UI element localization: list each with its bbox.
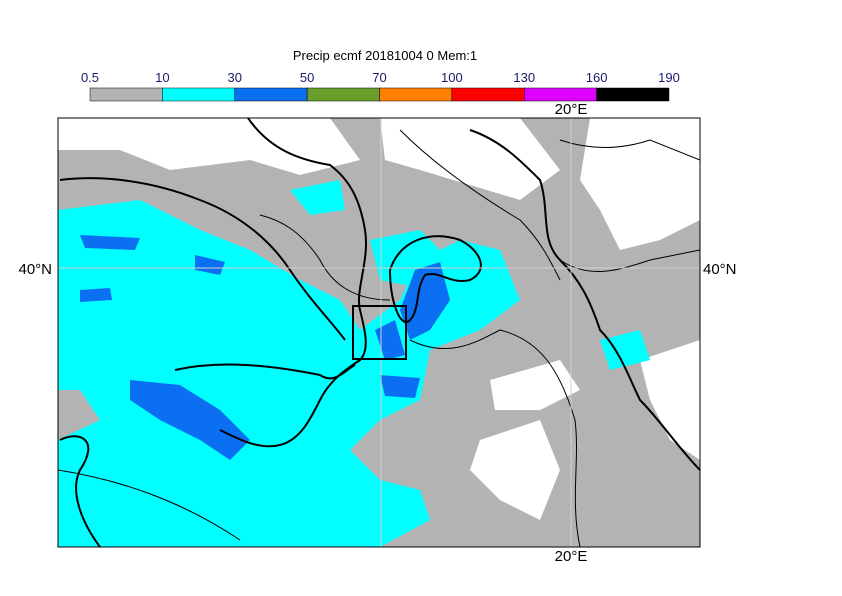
lat-label-left: 40°N <box>18 261 52 278</box>
colorbar-swatch <box>451 87 525 102</box>
colorbar-swatch <box>162 87 235 102</box>
colorbar-swatch <box>379 87 453 102</box>
map-area <box>58 118 700 547</box>
colorbar-label: 160 <box>586 70 608 85</box>
lat-label-right: 40°N <box>703 261 737 278</box>
colorbar-swatch <box>524 87 597 102</box>
colorbar: 0.5 10 30 50 70 100 130 160 190 <box>81 70 680 102</box>
colorbar-label: 70 <box>372 70 386 85</box>
colorbar-swatch <box>234 87 308 102</box>
colorbar-label: 130 <box>513 70 535 85</box>
graticule <box>58 118 700 547</box>
map-frame <box>57 117 701 548</box>
colorbar-swatch <box>306 87 380 102</box>
map-title: Precip ecmf 20181004 0 Mem:1 <box>293 48 477 63</box>
colorbar-label: 30 <box>228 70 242 85</box>
colorbar-label: 190 <box>658 70 680 85</box>
colorbar-label: 50 <box>300 70 314 85</box>
lon-label-top: 20°E <box>555 101 588 118</box>
moderate-precip <box>80 235 450 460</box>
colorbar-swatch <box>596 87 670 102</box>
colorbar-label: 10 <box>155 70 169 85</box>
focus-box <box>352 305 407 360</box>
colorbar-label: 0.5 <box>81 70 99 85</box>
colorbar-label: 100 <box>441 70 463 85</box>
lon-label-bottom: 20°E <box>555 548 588 565</box>
colorbar-swatch <box>89 87 163 102</box>
